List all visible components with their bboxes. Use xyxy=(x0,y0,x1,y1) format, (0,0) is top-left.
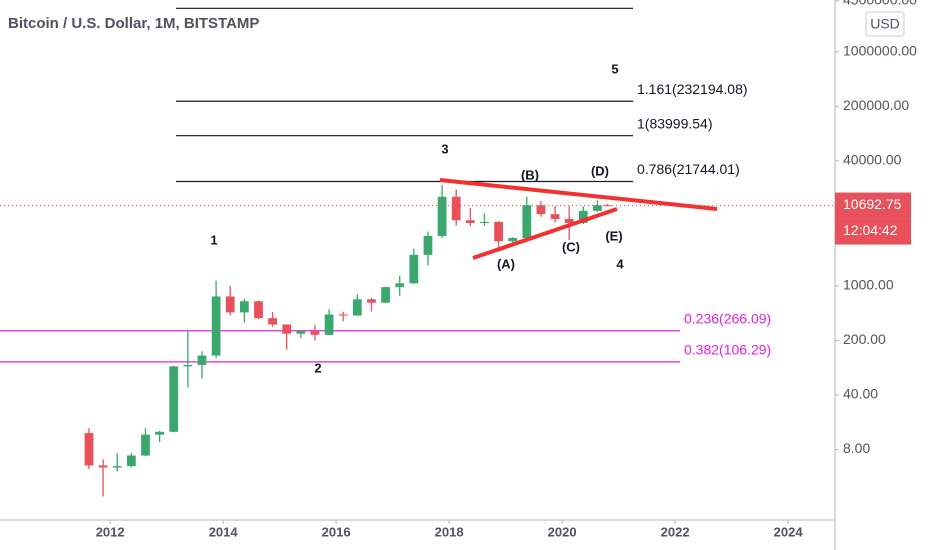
candle-body xyxy=(282,324,292,334)
fib-label: 1.161(232194.08) xyxy=(637,81,748,97)
wave-label: (C) xyxy=(562,239,580,254)
wave-label: (D) xyxy=(591,163,609,178)
candle-body xyxy=(254,301,263,319)
x-tick-label: 2020 xyxy=(548,524,577,539)
candle-body xyxy=(239,301,249,313)
candle-body xyxy=(197,355,207,365)
candle-body xyxy=(268,318,277,325)
candle-body xyxy=(593,205,602,211)
candle-body xyxy=(550,214,560,219)
candle-body xyxy=(126,455,136,467)
candle-body xyxy=(296,331,306,334)
x-tick-label: 2022 xyxy=(661,524,690,539)
candle-body xyxy=(423,235,433,255)
fib-label: 0.786(21744.01) xyxy=(637,161,740,177)
countdown-box xyxy=(835,218,911,245)
candle-body xyxy=(381,287,390,303)
candle-body xyxy=(338,314,348,316)
y-tick-label: 200000.00 xyxy=(843,97,909,113)
candle-body xyxy=(352,299,362,316)
candle-body xyxy=(480,221,489,223)
candle-body xyxy=(324,314,334,335)
wave-label: 1 xyxy=(210,232,217,247)
currency-button[interactable] xyxy=(865,11,905,37)
fib-label: 0.382(106.29) xyxy=(684,342,771,358)
x-tick-label: 2016 xyxy=(322,524,351,539)
candle-body xyxy=(169,366,179,432)
candle-body xyxy=(564,218,574,223)
candle-body xyxy=(310,331,320,335)
candle-body xyxy=(112,466,122,468)
candle-body xyxy=(225,296,235,313)
wave-label: (A) xyxy=(497,256,515,271)
candle-body xyxy=(536,205,546,215)
candle-body xyxy=(141,434,150,456)
candle-body xyxy=(451,196,461,221)
y-tick-label: 40.00 xyxy=(843,386,878,402)
wave-label: 5 xyxy=(611,61,618,76)
candle-body xyxy=(522,205,532,239)
fib-label: 1(83999.54) xyxy=(637,115,713,131)
candle-body xyxy=(602,205,612,207)
currency[interactable]: USD xyxy=(870,16,900,32)
candle-body xyxy=(465,220,475,223)
y-tick-label: 1000000.00 xyxy=(843,42,917,58)
candle-body xyxy=(211,296,221,356)
chart-title: Bitcoin / U.S. Dollar, 1M, BITSTAMP xyxy=(8,15,259,32)
last-price-box xyxy=(835,192,911,219)
y-tick-label: 8.00 xyxy=(843,440,870,456)
x-tick-label: 2018 xyxy=(435,524,464,539)
wave-label: (B) xyxy=(521,167,539,182)
wave-label: (E) xyxy=(605,228,622,243)
wave-label: 4 xyxy=(616,256,624,271)
x-tick-label: 2012 xyxy=(96,524,125,539)
y-tick-label: 1000.00 xyxy=(843,277,894,293)
candle-body xyxy=(98,465,108,468)
trend-line xyxy=(439,178,718,211)
candle-body xyxy=(84,433,94,466)
countdown: 12:04:42 xyxy=(843,222,898,238)
candle-body xyxy=(508,238,518,242)
candle-body xyxy=(395,283,405,288)
candle-body xyxy=(155,431,164,435)
last-price: 10692.75 xyxy=(843,196,902,212)
plot xyxy=(0,7,680,497)
trend-line xyxy=(472,207,618,260)
candle-body xyxy=(437,196,447,236)
candle-body xyxy=(409,254,419,284)
x-tick-label: 2014 xyxy=(209,524,239,539)
candle-body xyxy=(494,221,503,242)
x-tick-label: 2024 xyxy=(774,524,804,539)
y-tick-label: 200.00 xyxy=(843,331,886,347)
fib-label: 0.236(266.09) xyxy=(684,310,771,326)
wave-label: 3 xyxy=(441,141,448,156)
candle-body xyxy=(578,210,588,223)
y-tick-label: 4500000.00 xyxy=(843,0,917,7)
candle-body xyxy=(183,364,193,367)
candle-body xyxy=(367,299,376,303)
y-tick-label: 40000.00 xyxy=(843,152,902,168)
wave-label: 2 xyxy=(314,360,321,375)
